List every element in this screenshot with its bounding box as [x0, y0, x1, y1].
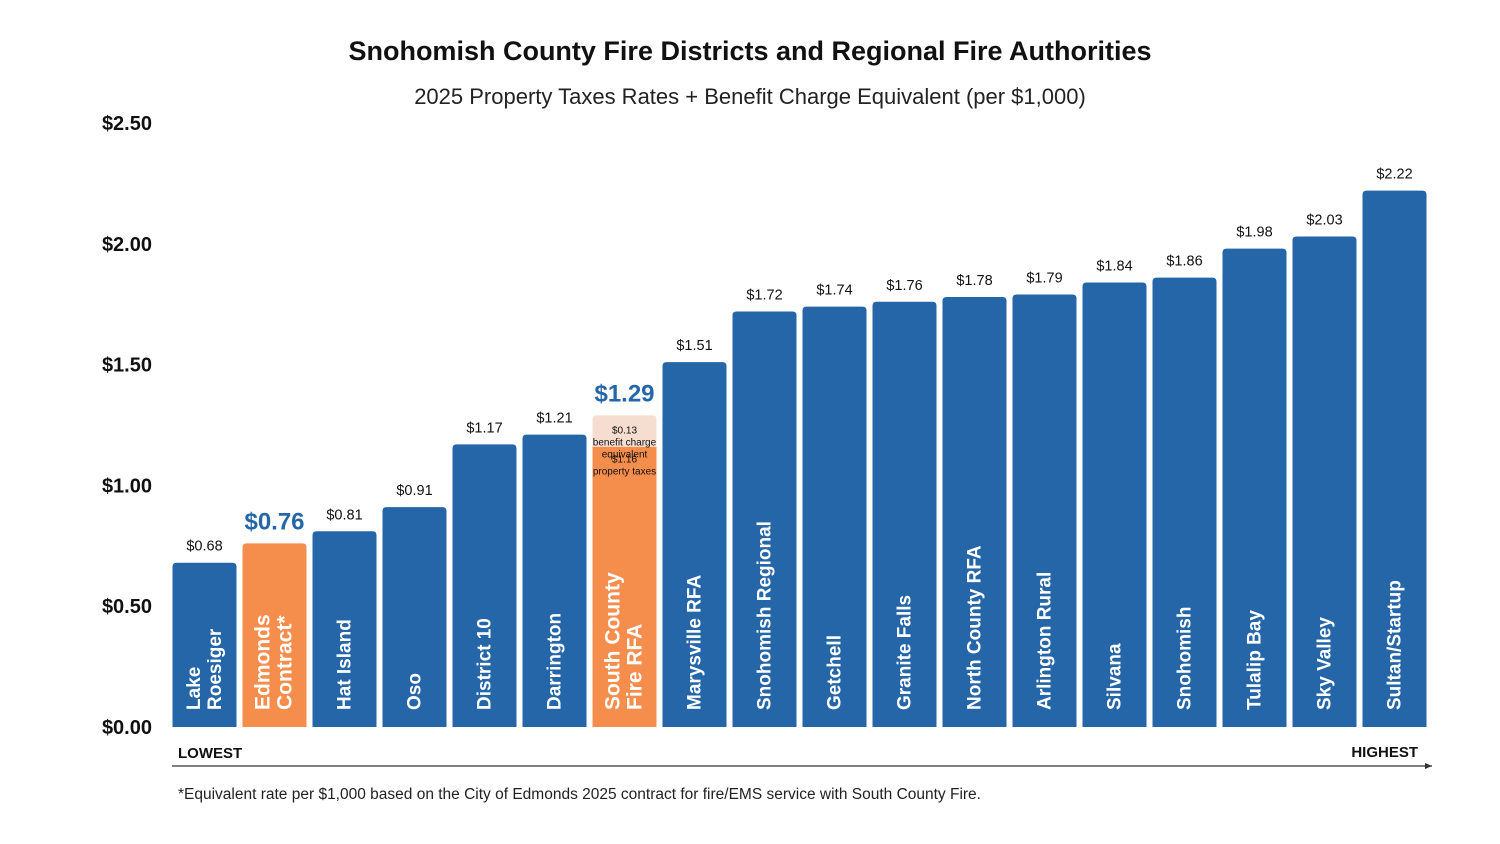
bar-category-label: Silvana	[1105, 643, 1126, 710]
bar-value-label: $1.72	[746, 287, 782, 303]
bar	[942, 296, 1007, 727]
bar	[242, 543, 307, 727]
bar-category-label: Hat Island	[335, 619, 356, 710]
bar-value-label: $1.21	[536, 411, 572, 427]
y-tick-label: $2.00	[102, 234, 152, 256]
y-tick-label: $1.00	[102, 475, 152, 497]
bar-value-label: $1.76	[886, 278, 922, 294]
segment-label-benefit-charge: equivalent	[602, 449, 648, 460]
segment-label-property-taxes: $1.16	[612, 455, 637, 466]
bar-category-label: Getchell	[825, 635, 846, 710]
bar-value-label: $0.76	[244, 508, 304, 535]
bar-category-label: Contract*	[274, 615, 297, 710]
bar	[522, 434, 587, 727]
bar-value-label: $1.74	[816, 283, 852, 299]
chart-title: Snohomish County Fire Districts and Regi…	[348, 36, 1152, 66]
bar-category-label: Lake	[184, 667, 205, 710]
bar-category-label: South County	[602, 572, 625, 710]
y-tick-label: $2.50	[102, 113, 152, 135]
bar-value-label: $1.17	[466, 420, 502, 436]
bar-value-label: $2.03	[1306, 213, 1342, 229]
bar-value-label: $2.22	[1376, 167, 1412, 183]
axis-label-highest: HIGHEST	[1351, 744, 1418, 761]
bar-category-label: Roesiger	[205, 628, 226, 710]
bar-category-label: Tulalip Bay	[1245, 610, 1266, 710]
bar-category-label: Snohomish Regional	[755, 521, 776, 710]
bar	[382, 507, 447, 727]
bar-category-label: North County RFA	[965, 545, 986, 710]
bar-value-label: $1.84	[1096, 258, 1132, 274]
bar-category-label: Edmonds	[252, 614, 275, 710]
bar-value-label: $0.91	[396, 483, 432, 499]
bar	[1152, 277, 1217, 727]
bar-segment-benefit-charge	[592, 415, 657, 447]
bar-category-label: District 10	[475, 618, 496, 710]
bar-category-label: Snohomish	[1175, 607, 1196, 710]
bar	[872, 301, 937, 727]
bar	[662, 362, 727, 727]
footnote: *Equivalent rate per $1,000 based on the…	[178, 786, 981, 803]
axis-arrow-head	[1425, 763, 1432, 769]
bar-value-label: $1.51	[676, 338, 712, 354]
bar	[452, 444, 517, 727]
bar	[1222, 248, 1287, 727]
bar	[1012, 294, 1077, 727]
bar-category-label: Sultan/Startup	[1385, 580, 1406, 710]
bar-segment-property-taxes	[592, 446, 657, 727]
bar-category-label: Fire RFA	[624, 624, 647, 710]
bar-category-label: Darrington	[545, 613, 566, 710]
bar	[1362, 190, 1427, 727]
bar-value-label: $1.79	[1026, 271, 1062, 287]
segment-label-benefit-charge: $0.13	[612, 425, 637, 436]
bar	[172, 562, 237, 727]
segment-label-benefit-charge: benefit charge	[593, 437, 657, 448]
chart-subtitle: 2025 Property Taxes Rates + Benefit Char…	[414, 84, 1086, 109]
bar-value-label: $0.81	[326, 507, 362, 523]
bar-category-label: Sky Valley	[1315, 617, 1336, 710]
bar-value-label: $0.68	[186, 539, 222, 555]
bar-value-label: $1.29	[594, 380, 654, 407]
bar-category-label: Oso	[405, 673, 426, 710]
bar	[732, 311, 797, 727]
y-tick-label: $0.50	[102, 596, 152, 618]
segment-label-property-taxes: property taxes	[593, 467, 656, 478]
bar-value-label: $1.78	[956, 273, 992, 289]
bar-category-label: Marysville RFA	[685, 575, 706, 710]
bar-category-label: Arlington Rural	[1035, 572, 1056, 710]
bar-category-label: Granite Falls	[895, 595, 916, 710]
bar	[1292, 236, 1357, 727]
bar	[1082, 282, 1147, 727]
bar	[802, 306, 867, 727]
axis-label-lowest: LOWEST	[178, 745, 242, 762]
bar	[312, 531, 377, 727]
y-tick-label: $0.00	[102, 717, 152, 739]
bar-value-label: $1.98	[1236, 225, 1272, 241]
y-tick-label: $1.50	[102, 355, 152, 377]
bar-value-label: $1.86	[1166, 254, 1202, 270]
